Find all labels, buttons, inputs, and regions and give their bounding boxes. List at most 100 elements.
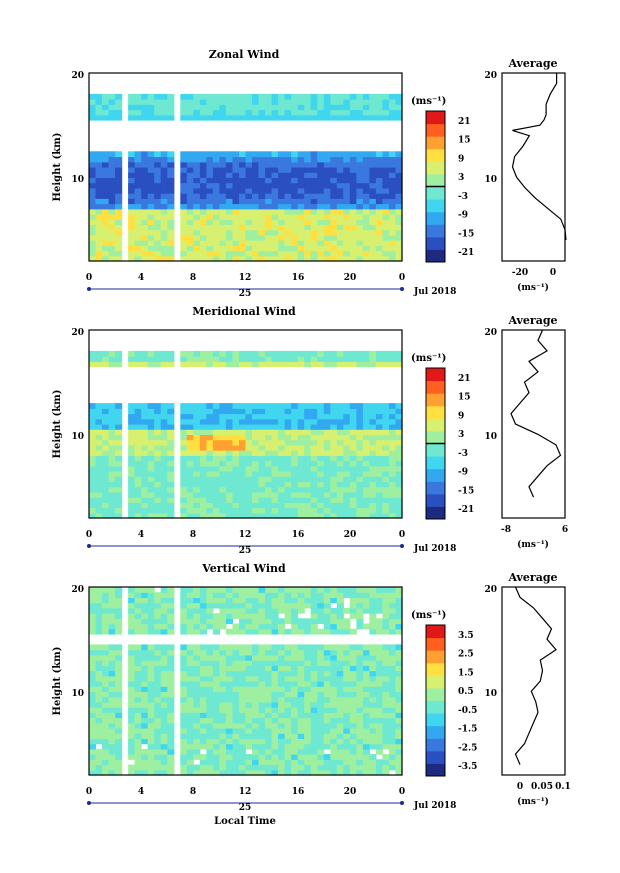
meridional-heatmap-cell bbox=[206, 424, 214, 430]
meridional-heatmap-cell bbox=[291, 481, 299, 488]
zonal-cbar-swatch bbox=[426, 123, 445, 137]
vertical-heatmap-cell bbox=[108, 587, 116, 593]
vertical-heatmap-cell bbox=[95, 681, 103, 687]
meridional-heatmap-cell bbox=[278, 408, 286, 415]
meridional-heatmap-cell bbox=[362, 361, 370, 368]
vertical-heatmap-cell bbox=[258, 623, 266, 630]
meridional-heatmap-cell bbox=[362, 476, 370, 482]
zonal-heatmap-cell bbox=[265, 182, 273, 189]
zonal-heatmap-cell bbox=[167, 156, 175, 163]
vertical-heatmap-cell bbox=[317, 675, 325, 682]
zonal-heatmap-cell bbox=[382, 214, 390, 220]
zonal-heatmap-cell bbox=[271, 203, 279, 210]
zonal-heatmap-cell bbox=[395, 208, 403, 215]
zonal-heatmap-cell bbox=[89, 245, 97, 252]
zonal-heatmap-cell bbox=[239, 198, 247, 205]
vertical-heatmap-cell bbox=[167, 754, 175, 760]
meridional-heatmap-cell bbox=[193, 465, 201, 472]
vertical-heatmap-cell bbox=[128, 769, 136, 776]
vertical-heatmap-cell bbox=[245, 654, 253, 661]
vertical-heatmap-cell bbox=[265, 602, 273, 609]
vertical-heatmap-cell bbox=[375, 686, 383, 692]
vertical-heatmap-cell bbox=[252, 587, 260, 593]
meridional-heatmap-cell bbox=[252, 403, 260, 409]
meridional-heatmap-cell bbox=[245, 497, 253, 503]
vertical-heatmap-cell bbox=[108, 660, 116, 666]
vertical-heatmap-cell bbox=[245, 764, 253, 771]
vertical-heatmap-cell bbox=[389, 654, 397, 661]
meridional-heatmap-cell bbox=[356, 465, 364, 472]
zonal-heatmap-cell bbox=[232, 224, 240, 231]
meridional-heatmap-cell bbox=[304, 350, 312, 357]
meridional-heatmap-cell bbox=[336, 434, 344, 441]
zonal-heatmap-cell bbox=[349, 151, 357, 158]
vertical-cbar-tick: 1.5 bbox=[458, 668, 474, 678]
meridional-heatmap-cell bbox=[239, 439, 247, 446]
zonal-heatmap-cell bbox=[291, 156, 299, 163]
zonal-heatmap-cell bbox=[389, 198, 397, 205]
vertical-heatmap-cell bbox=[239, 602, 247, 609]
meridional-heatmap-cell bbox=[349, 434, 357, 441]
vertical-heatmap-cell bbox=[291, 602, 299, 609]
vertical-heatmap-cell bbox=[108, 764, 116, 771]
vertical-heatmap-cell bbox=[160, 701, 168, 708]
meridional-heatmap-cell bbox=[225, 356, 233, 362]
vertical-heatmap-cell bbox=[323, 754, 331, 760]
meridional-heatmap-cell bbox=[297, 361, 305, 368]
meridional-heatmap-cell bbox=[330, 491, 338, 498]
vertical-heatmap-cell bbox=[349, 733, 357, 739]
zonal-heatmap-cell bbox=[278, 151, 286, 158]
vertical-heatmap-cell bbox=[317, 681, 325, 687]
zonal-heatmap-cell bbox=[310, 208, 318, 215]
zonal-heatmap-cell bbox=[160, 161, 168, 168]
meridional-heatmap-cell bbox=[375, 465, 383, 472]
zonal-heatmap-cell bbox=[382, 198, 390, 205]
vertical-heatmap-cell bbox=[134, 759, 142, 766]
meridional-heatmap-cell bbox=[199, 418, 207, 425]
vertical-heatmap-cell bbox=[245, 712, 253, 719]
zonal-heatmap-cell bbox=[219, 104, 227, 111]
vertical-heatmap-cell bbox=[382, 602, 390, 609]
meridional-heatmap-cell bbox=[389, 361, 397, 368]
vertical-colorbar bbox=[425, 624, 446, 777]
meridional-heatmap-cell bbox=[304, 460, 312, 467]
zonal-heatmap-cell bbox=[232, 182, 240, 189]
zonal-heatmap-cell bbox=[369, 219, 377, 225]
meridional-heatmap-cell bbox=[362, 497, 370, 503]
vertical-heatmap-cell bbox=[330, 597, 338, 604]
zonal-heatmap-cell bbox=[95, 193, 103, 199]
meridional-heatmap-cell bbox=[89, 450, 97, 456]
vertical-heatmap-cell bbox=[362, 681, 370, 687]
vertical-heatmap-cell bbox=[265, 587, 273, 593]
vertical-heatmap-cell bbox=[395, 707, 403, 713]
zonal-heatmap-cell bbox=[225, 229, 233, 236]
vertical-heatmap-cell bbox=[258, 628, 266, 635]
vertical-heatmap-cell bbox=[389, 681, 397, 687]
meridional-heatmap-cell bbox=[395, 507, 403, 514]
vertical-heatmap-cell bbox=[356, 587, 364, 593]
vertical-heatmap-cell bbox=[265, 696, 273, 703]
vertical-heatmap-cell bbox=[330, 764, 338, 771]
vertical-heatmap-cell bbox=[206, 665, 214, 672]
vertical-heatmap-cell bbox=[239, 587, 247, 593]
vertical-heatmap-cell bbox=[199, 675, 207, 682]
meridional-heatmap-cell bbox=[297, 481, 305, 488]
zonal-heatmap-cell bbox=[180, 93, 188, 100]
vertical-heatmap-cell bbox=[193, 701, 201, 708]
meridional-heatmap-cell bbox=[160, 350, 168, 357]
meridional-profile-xtick-6: 6 bbox=[562, 525, 568, 535]
meridional-heatmap-cell bbox=[356, 486, 364, 493]
meridional-heatmap-cell bbox=[323, 356, 331, 362]
vertical-heatmap-cell bbox=[395, 675, 403, 682]
vertical-heatmap-cell bbox=[141, 728, 149, 734]
meridional-heatmap-cell bbox=[258, 350, 266, 357]
meridional-heatmap-cell bbox=[369, 481, 377, 488]
zonal-heatmap-cell bbox=[317, 203, 325, 210]
meridional-heatmap-cell bbox=[212, 476, 220, 482]
zonal-heatmap-cell bbox=[278, 229, 286, 236]
zonal-heatmap-cell bbox=[356, 114, 364, 121]
vertical-heatmap-cell bbox=[310, 754, 318, 760]
meridional-heatmap-cell bbox=[239, 361, 247, 368]
vertical-heatmap-cell bbox=[291, 733, 299, 739]
